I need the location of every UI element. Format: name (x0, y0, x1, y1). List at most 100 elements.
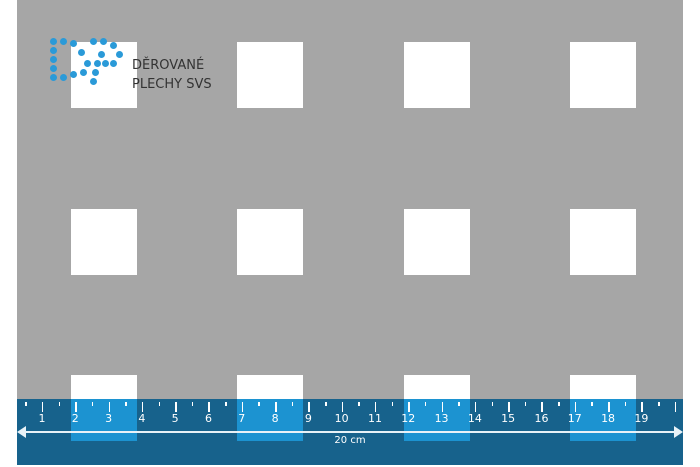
ruler-number: 1 (38, 412, 46, 425)
ruler-tick (191, 402, 194, 406)
ruler-number: 13 (434, 412, 449, 425)
ruler-number: 5 (171, 412, 179, 425)
ruler-tick (474, 402, 477, 412)
logo-dot (92, 69, 99, 76)
ruler-tick (441, 402, 444, 412)
logo-dot (84, 60, 91, 67)
logo-line-1: DĚROVANÉ (132, 58, 205, 73)
ruler-number: 14 (467, 412, 482, 425)
ruler-tick (108, 402, 111, 412)
ruler-number: 17 (567, 412, 582, 425)
ruler-tick (458, 402, 460, 406)
logo-dot (60, 74, 67, 81)
ruler-tick (291, 402, 294, 406)
ruler-tick (658, 402, 660, 406)
logo-dot (50, 38, 57, 45)
ruler-tick (241, 402, 244, 412)
logo-dot (100, 38, 107, 45)
ruler-tick (58, 402, 61, 406)
hole (237, 209, 303, 275)
ruler-tick (341, 402, 344, 412)
logo-dot (50, 74, 57, 81)
ruler-tick (91, 402, 94, 406)
ruler-number: 9 (304, 412, 312, 425)
ruler-number: 12 (401, 412, 416, 425)
ruler-tick (41, 402, 44, 412)
length-label: 20 cm (334, 435, 366, 446)
logo-dot (78, 49, 85, 56)
logo-line-2: PLECHY SVS (132, 77, 212, 92)
hole (237, 42, 303, 108)
hole-band (570, 399, 636, 441)
logo-dot (50, 56, 57, 63)
ruler-tick (158, 402, 161, 406)
hole-band (237, 399, 303, 441)
perforated-sheet (17, 0, 683, 400)
ruler-number: 18 (601, 412, 616, 425)
hole (570, 375, 636, 400)
ruler-tick (141, 402, 144, 412)
ruler-number: 3 (105, 412, 113, 425)
ruler-tick (25, 402, 27, 406)
logo-dot (70, 40, 77, 47)
logo-dot (116, 51, 123, 58)
logo-dot (98, 51, 105, 58)
ruler-tick (524, 402, 527, 406)
hole (404, 375, 470, 400)
ruler: 20 cm 1 2 3 4 5 6 7 8 9 10 11 12 13 14 15 16 17 18 19 (17, 399, 683, 465)
hole-band (71, 399, 137, 441)
logo-text: DĚROVANÉ PLECHY SVS (132, 56, 212, 94)
ruler-tick (558, 402, 560, 406)
logo-dot (80, 69, 87, 76)
logo-dot (90, 38, 97, 45)
logo-dot (60, 38, 67, 45)
ruler-number: 16 (534, 412, 549, 425)
ruler-tick (424, 402, 427, 406)
ruler-tick (508, 402, 510, 412)
ruler-number: 8 (271, 412, 279, 425)
arrow-left-icon (17, 426, 26, 438)
ruler-number: 2 (71, 412, 79, 425)
ruler-tick (358, 402, 360, 406)
ruler-tick (591, 402, 593, 406)
logo-dot (50, 47, 57, 54)
ruler-tick (225, 402, 227, 406)
logo-dot (110, 60, 117, 67)
ruler-number: 10 (334, 412, 349, 425)
logo-dot (94, 60, 101, 67)
logo-dot (102, 60, 109, 67)
hole (570, 209, 636, 275)
ruler-number: 11 (367, 412, 382, 425)
ruler-tick (75, 402, 77, 412)
ruler-tick (125, 402, 127, 406)
ruler-number: 7 (238, 412, 246, 425)
logo-dot (70, 71, 77, 78)
ruler-tick (491, 402, 494, 406)
hole (570, 42, 636, 108)
ruler-tick (641, 402, 643, 412)
ruler-tick (275, 402, 277, 412)
ruler-tick (574, 402, 577, 412)
ruler-tick (208, 402, 210, 412)
ruler-tick (374, 402, 377, 412)
ruler-number: 19 (634, 412, 649, 425)
arrow-right-icon (674, 426, 683, 438)
ruler-tick (308, 402, 310, 412)
ruler-tick (391, 402, 394, 406)
hole (237, 375, 303, 400)
ruler-tick (608, 402, 610, 412)
ruler-tick (674, 402, 677, 412)
logo-dot (50, 65, 57, 72)
hole (71, 209, 137, 275)
length-arrow (21, 431, 679, 433)
hole (71, 375, 137, 400)
ruler-tick (175, 402, 177, 412)
ruler-tick (624, 402, 627, 406)
ruler-number: 6 (204, 412, 212, 425)
ruler-tick (258, 402, 260, 406)
hole-band (404, 399, 470, 441)
ruler-number: 15 (501, 412, 516, 425)
ruler-number: 4 (138, 412, 146, 425)
hole (404, 42, 470, 108)
ruler-tick (325, 402, 327, 406)
